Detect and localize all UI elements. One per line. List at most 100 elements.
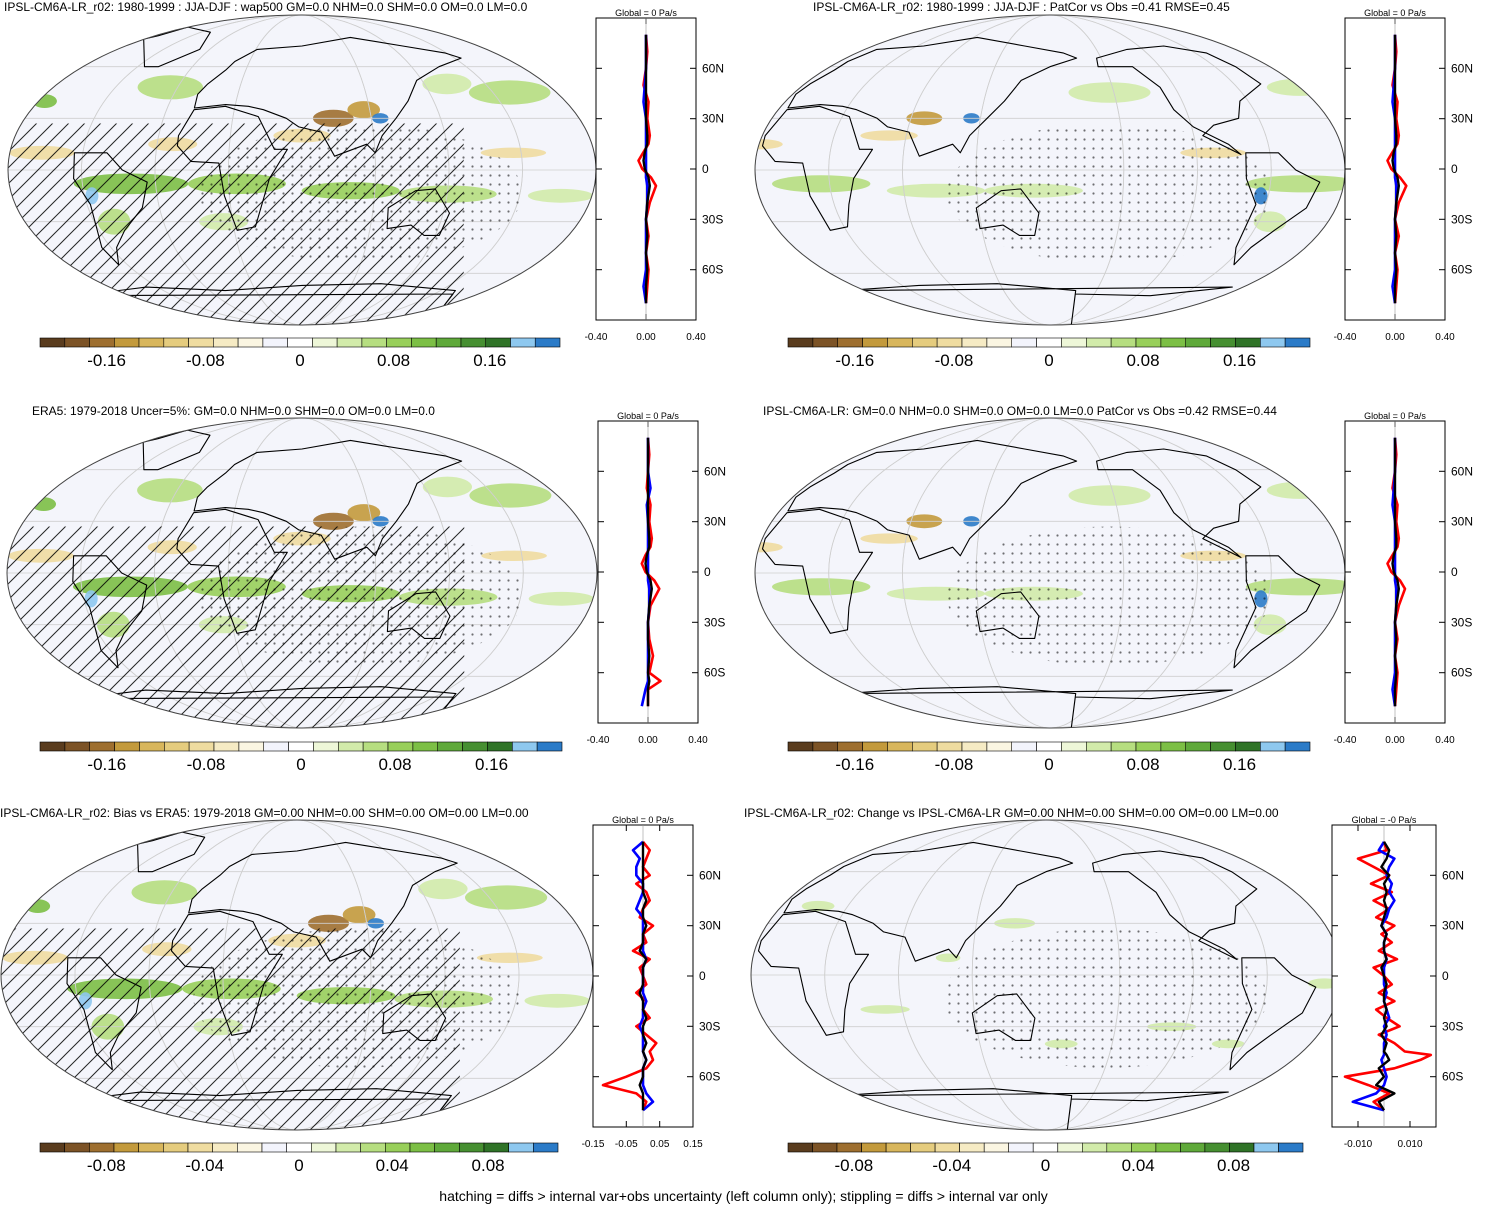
colorbar-box bbox=[837, 337, 863, 348]
coastline-af bbox=[757, 910, 870, 1036]
coastline-eu bbox=[783, 841, 1074, 962]
colorbar-box bbox=[1008, 1142, 1034, 1153]
colorbar-box bbox=[1160, 337, 1187, 348]
profile-xtick-label: 0.00 bbox=[636, 332, 656, 343]
colorbar-box bbox=[114, 741, 140, 752]
panel-p1: IPSL-CM6A-LR_r02: 1980-1999 : JJA-DJF : … bbox=[4, 0, 724, 370]
footnote: hatching = diffs > internal var+obs unce… bbox=[439, 1188, 1048, 1204]
profile-line-black bbox=[644, 437, 653, 707]
colorbar-tick-label: 0.16 bbox=[473, 351, 506, 370]
coastline-eu bbox=[787, 439, 1078, 560]
map-border bbox=[6, 417, 598, 729]
colorbar-tick-label: -0.08 bbox=[935, 755, 974, 774]
colorbar-box bbox=[39, 741, 66, 752]
profile-ytick-label: 0 bbox=[1442, 969, 1449, 983]
profile-line-black bbox=[1391, 34, 1400, 304]
map bbox=[755, 418, 1345, 728]
profile-header: Global = 0 Pa/s bbox=[615, 8, 677, 18]
map bbox=[755, 15, 1345, 325]
colorbar-box bbox=[287, 337, 313, 348]
colorbar-box bbox=[787, 1142, 813, 1153]
colorbar-box bbox=[1032, 1142, 1058, 1153]
profile-xtick-label: 0.40 bbox=[1435, 735, 1455, 746]
colorbar-tick-label: 0.16 bbox=[475, 755, 508, 774]
colorbar-box bbox=[934, 1142, 960, 1153]
profile-ytick-label: 0 bbox=[702, 162, 709, 176]
colorbar-box bbox=[532, 1142, 559, 1153]
colorbar: -0.08 -0.04 0 0.04 0.08 bbox=[787, 1142, 1304, 1175]
colorbar-tick-label: -0.08 bbox=[935, 351, 974, 370]
colorbar-box bbox=[462, 741, 488, 752]
anomaly-patch bbox=[465, 885, 548, 910]
colorbar-box bbox=[1235, 741, 1261, 752]
colorbar-box bbox=[337, 741, 364, 752]
colorbar-box bbox=[862, 337, 888, 348]
colorbar-box bbox=[411, 337, 437, 348]
panel-title: ERA5: 1979-2018 Uncer=5%: GM=0.0 NHM=0.0… bbox=[32, 404, 435, 418]
hatching bbox=[1, 928, 460, 1130]
profile-xtick-label: 0.15 bbox=[683, 1139, 703, 1150]
colorbar-box bbox=[936, 741, 963, 752]
profile-xtick-label: -0.40 bbox=[1334, 332, 1357, 343]
profile-xtick-label: 0.00 bbox=[1385, 332, 1405, 343]
anomaly-patch bbox=[772, 578, 871, 596]
colorbar-box bbox=[188, 337, 214, 348]
colorbar-box bbox=[163, 1142, 189, 1153]
profile-xtick-label: -0.15 bbox=[582, 1139, 605, 1150]
profile-header: Global = 0 Pa/s bbox=[612, 815, 674, 825]
profile-ytick-label: 30N bbox=[702, 112, 724, 126]
profile-ytick-label: 0 bbox=[704, 565, 711, 579]
colorbar-box bbox=[986, 337, 1013, 348]
colorbar: -0.08 -0.04 0 0.04 0.08 bbox=[39, 1142, 559, 1175]
colorbar-box bbox=[212, 1142, 238, 1153]
colorbar-box bbox=[336, 337, 363, 348]
coastline-eu bbox=[193, 36, 462, 157]
anomaly-patch bbox=[860, 130, 918, 141]
anomaly-patch bbox=[1245, 175, 1345, 193]
anomaly-patch bbox=[476, 952, 543, 963]
colorbar-box bbox=[384, 1142, 411, 1153]
colorbar-box bbox=[263, 741, 289, 752]
colorbar-box bbox=[361, 337, 387, 348]
profile-line-black bbox=[1375, 841, 1396, 1111]
panel-p3: ERA5: 1979-2018 Uncer=5%: GM=0.0 NHM=0.0… bbox=[6, 404, 726, 774]
colorbar-box bbox=[887, 741, 913, 752]
colorbar-box bbox=[1180, 1142, 1206, 1153]
colorbar-box bbox=[460, 337, 487, 348]
coastline-na bbox=[1092, 850, 1258, 961]
coastline-eu bbox=[188, 841, 458, 962]
map bbox=[1, 820, 593, 1130]
profile-ytick-label: 60N bbox=[699, 868, 721, 882]
zonal-profile: Global = 0 Pa/s -0.15 -0.05 0.05 0.15 60N 30N 0… bbox=[582, 815, 721, 1150]
anomaly-patch bbox=[137, 75, 203, 100]
colorbar-box bbox=[1235, 337, 1261, 348]
colorbar-tick-label: 0.04 bbox=[1122, 1156, 1155, 1175]
colorbar-box bbox=[483, 1142, 510, 1153]
colorbar-box bbox=[787, 337, 814, 348]
colorbar-box bbox=[213, 741, 240, 752]
anomaly-patch bbox=[527, 188, 594, 203]
colorbar-box bbox=[911, 741, 938, 752]
anomaly-patch bbox=[1068, 485, 1151, 506]
panel-title: IPSL-CM6A-LR_r02: Bias vs ERA5: 1979-201… bbox=[0, 806, 529, 820]
colorbar-tick-label: -0.16 bbox=[835, 351, 874, 370]
anomaly-patch bbox=[422, 73, 472, 95]
colorbar-box bbox=[458, 1142, 485, 1153]
colorbar-box bbox=[1011, 337, 1037, 348]
colorbar-box bbox=[387, 741, 414, 752]
anomaly-patch bbox=[860, 1005, 910, 1014]
colorbar-tick-label: 0 bbox=[296, 755, 305, 774]
colorbar-tick-label: 0 bbox=[294, 1156, 303, 1175]
colorbar-tick-label: -0.08 bbox=[87, 1156, 126, 1175]
profile-ytick-label: 60N bbox=[1442, 868, 1464, 882]
colorbar-box bbox=[837, 741, 863, 752]
profile-xtick-label: 0.05 bbox=[650, 1139, 670, 1150]
colorbar-box bbox=[1061, 337, 1087, 348]
colorbar-box bbox=[511, 741, 538, 752]
profile-header: Global = 0 Pa/s bbox=[1364, 411, 1426, 421]
colorbar-box bbox=[163, 337, 189, 348]
colorbar-box bbox=[787, 741, 814, 752]
colorbar: -0.16 -0.08 0 0.08 0.16 bbox=[787, 337, 1311, 370]
colorbar-box bbox=[238, 741, 265, 752]
profile-ytick-label: 0 bbox=[699, 969, 706, 983]
